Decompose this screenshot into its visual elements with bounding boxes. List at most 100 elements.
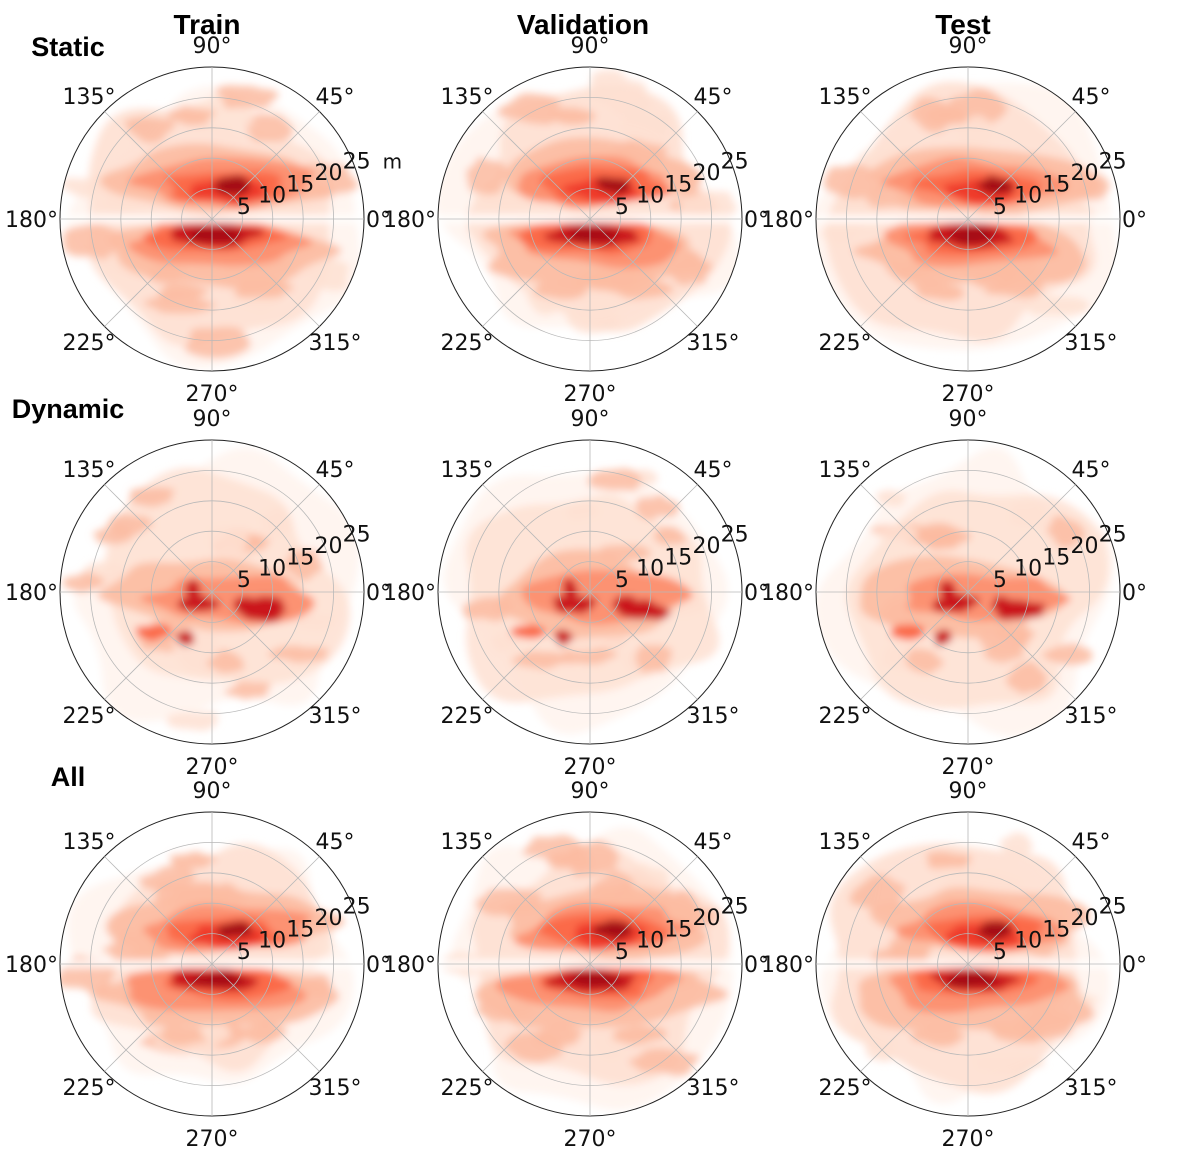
density-contour bbox=[865, 1031, 898, 1062]
angle-tick-label: 0° bbox=[366, 581, 391, 606]
angle-tick-label: 225° bbox=[441, 331, 494, 356]
angular-gridline bbox=[967, 591, 1076, 700]
angle-tick-label: 225° bbox=[63, 704, 116, 729]
radial-tick-label: 5 bbox=[615, 568, 629, 593]
angular-gridline bbox=[860, 218, 969, 327]
radial-tick-label: 15 bbox=[286, 545, 314, 570]
angle-tick-label: 135° bbox=[819, 85, 872, 110]
density-contour bbox=[569, 227, 619, 242]
angle-tick-label: 180° bbox=[383, 208, 436, 233]
angle-tick-label: 270° bbox=[942, 755, 995, 780]
angular-gridline bbox=[482, 856, 591, 965]
density-layer bbox=[443, 468, 728, 735]
angle-tick-label: 90° bbox=[571, 779, 610, 804]
density-contour bbox=[466, 156, 509, 195]
angular-gridline bbox=[104, 218, 213, 327]
angle-tick-label: 315° bbox=[1065, 1076, 1118, 1101]
row-title-all: All bbox=[51, 762, 86, 792]
radial-tick-label: 5 bbox=[237, 568, 251, 593]
density-contour bbox=[92, 525, 133, 545]
density-contour bbox=[168, 851, 218, 870]
angular-gridline bbox=[104, 856, 213, 965]
density-contour bbox=[635, 494, 680, 520]
radial-tick-label: 10 bbox=[636, 184, 664, 209]
angle-tick-label: 180° bbox=[5, 953, 58, 978]
density-contour bbox=[490, 629, 520, 652]
radial-tick-label: 15 bbox=[664, 545, 692, 570]
radial-tick-label: 5 bbox=[237, 195, 251, 220]
angle-tick-label: 180° bbox=[5, 581, 58, 606]
radial-tick-label: 10 bbox=[1014, 184, 1042, 209]
radial-tick-label: 15 bbox=[1042, 917, 1070, 942]
angle-tick-label: 90° bbox=[949, 34, 988, 59]
radial-tick-label: 15 bbox=[286, 917, 314, 942]
angle-tick-label: 270° bbox=[186, 755, 239, 780]
angle-tick-label: 270° bbox=[942, 1127, 995, 1152]
density-contour bbox=[938, 580, 956, 600]
density-contour bbox=[206, 649, 246, 674]
angle-tick-label: 90° bbox=[949, 407, 988, 432]
radial-tick-label: 5 bbox=[237, 940, 251, 965]
angular-gridline bbox=[860, 111, 969, 220]
angular-gridline bbox=[967, 218, 1076, 327]
angle-tick-label: 0° bbox=[366, 208, 391, 233]
density-contour bbox=[553, 629, 574, 647]
density-layer bbox=[438, 69, 742, 334]
angular-gridline bbox=[104, 111, 213, 220]
density-contour bbox=[232, 1023, 288, 1044]
angle-tick-label: 270° bbox=[942, 382, 995, 407]
angle-tick-label: 0° bbox=[1122, 581, 1147, 606]
density-contour bbox=[189, 973, 246, 987]
angle-tick-label: 135° bbox=[819, 458, 872, 483]
panel-grid: 0°45°90°135°180°225°270°315°5 10 15 20 25 m0°… bbox=[5, 34, 1147, 1152]
angle-tick-label: 135° bbox=[441, 85, 494, 110]
polar-panel-static-test: 0° 45° 90° 135° 180° 225° 270° 315° 5 10 15 20 25 bbox=[761, 34, 1147, 407]
angle-tick-label: 45° bbox=[316, 85, 355, 110]
radial-tick-label: 20 bbox=[315, 534, 343, 559]
column-title-validation: Validation bbox=[517, 9, 649, 40]
radial-tick-label: 20 bbox=[693, 534, 721, 559]
density-contour bbox=[176, 629, 195, 647]
density-contour bbox=[592, 920, 633, 940]
density-contour bbox=[617, 112, 670, 141]
polar-panel-all-test: 0° 45° 90° 135° 180° 225° 270° 315° 5 10 15 20 25 bbox=[761, 779, 1147, 1152]
density-contour bbox=[911, 1026, 967, 1047]
angle-tick-label: 0° bbox=[366, 953, 391, 978]
angular-gridline bbox=[589, 218, 698, 327]
radial-tick-label: 20 bbox=[1071, 161, 1099, 186]
angle-tick-label: 225° bbox=[441, 1076, 494, 1101]
angle-tick-label: 135° bbox=[63, 458, 116, 483]
angle-tick-label: 90° bbox=[571, 407, 610, 432]
radial-tick-label: 25 bbox=[721, 150, 749, 175]
density-contour bbox=[587, 468, 642, 491]
density-contour bbox=[1041, 643, 1093, 666]
angular-gridline bbox=[967, 111, 1076, 220]
angle-tick-label: 270° bbox=[186, 382, 239, 407]
radial-tick-label: 5 bbox=[615, 940, 629, 965]
polar-panel-all-validation: 0° 45° 90° 135° 180° 225° 270° 315° 5 10 15 20 25 bbox=[383, 779, 769, 1152]
angular-gridline bbox=[211, 218, 320, 327]
density-contour bbox=[563, 578, 579, 599]
angular-gridline bbox=[104, 484, 213, 593]
density-contour bbox=[566, 502, 600, 520]
angle-tick-label: 225° bbox=[819, 1076, 872, 1101]
density-contour bbox=[215, 85, 279, 109]
angle-tick-label: 225° bbox=[63, 1076, 116, 1101]
angle-tick-label: 135° bbox=[63, 85, 116, 110]
angle-tick-label: 315° bbox=[309, 1076, 362, 1101]
radial-tick-label: 10 bbox=[636, 557, 664, 582]
density-contour bbox=[1009, 501, 1048, 526]
density-contour bbox=[233, 596, 261, 615]
polar-panel-dynamic-validation: 0° 45° 90° 135° 180° 225° 270° 315° 5 10 15 20 25 bbox=[383, 407, 769, 780]
radial-tick-label: 25 bbox=[343, 150, 371, 175]
density-contour bbox=[166, 711, 218, 731]
radial-tick-label: 20 bbox=[315, 906, 343, 931]
density-contour bbox=[290, 613, 338, 631]
angle-tick-label: 315° bbox=[309, 331, 362, 356]
density-contour bbox=[613, 279, 674, 299]
angular-gridline bbox=[482, 963, 591, 1072]
density-contour bbox=[302, 255, 350, 292]
radial-tick-label: 15 bbox=[286, 172, 314, 197]
angle-tick-label: 90° bbox=[193, 779, 232, 804]
